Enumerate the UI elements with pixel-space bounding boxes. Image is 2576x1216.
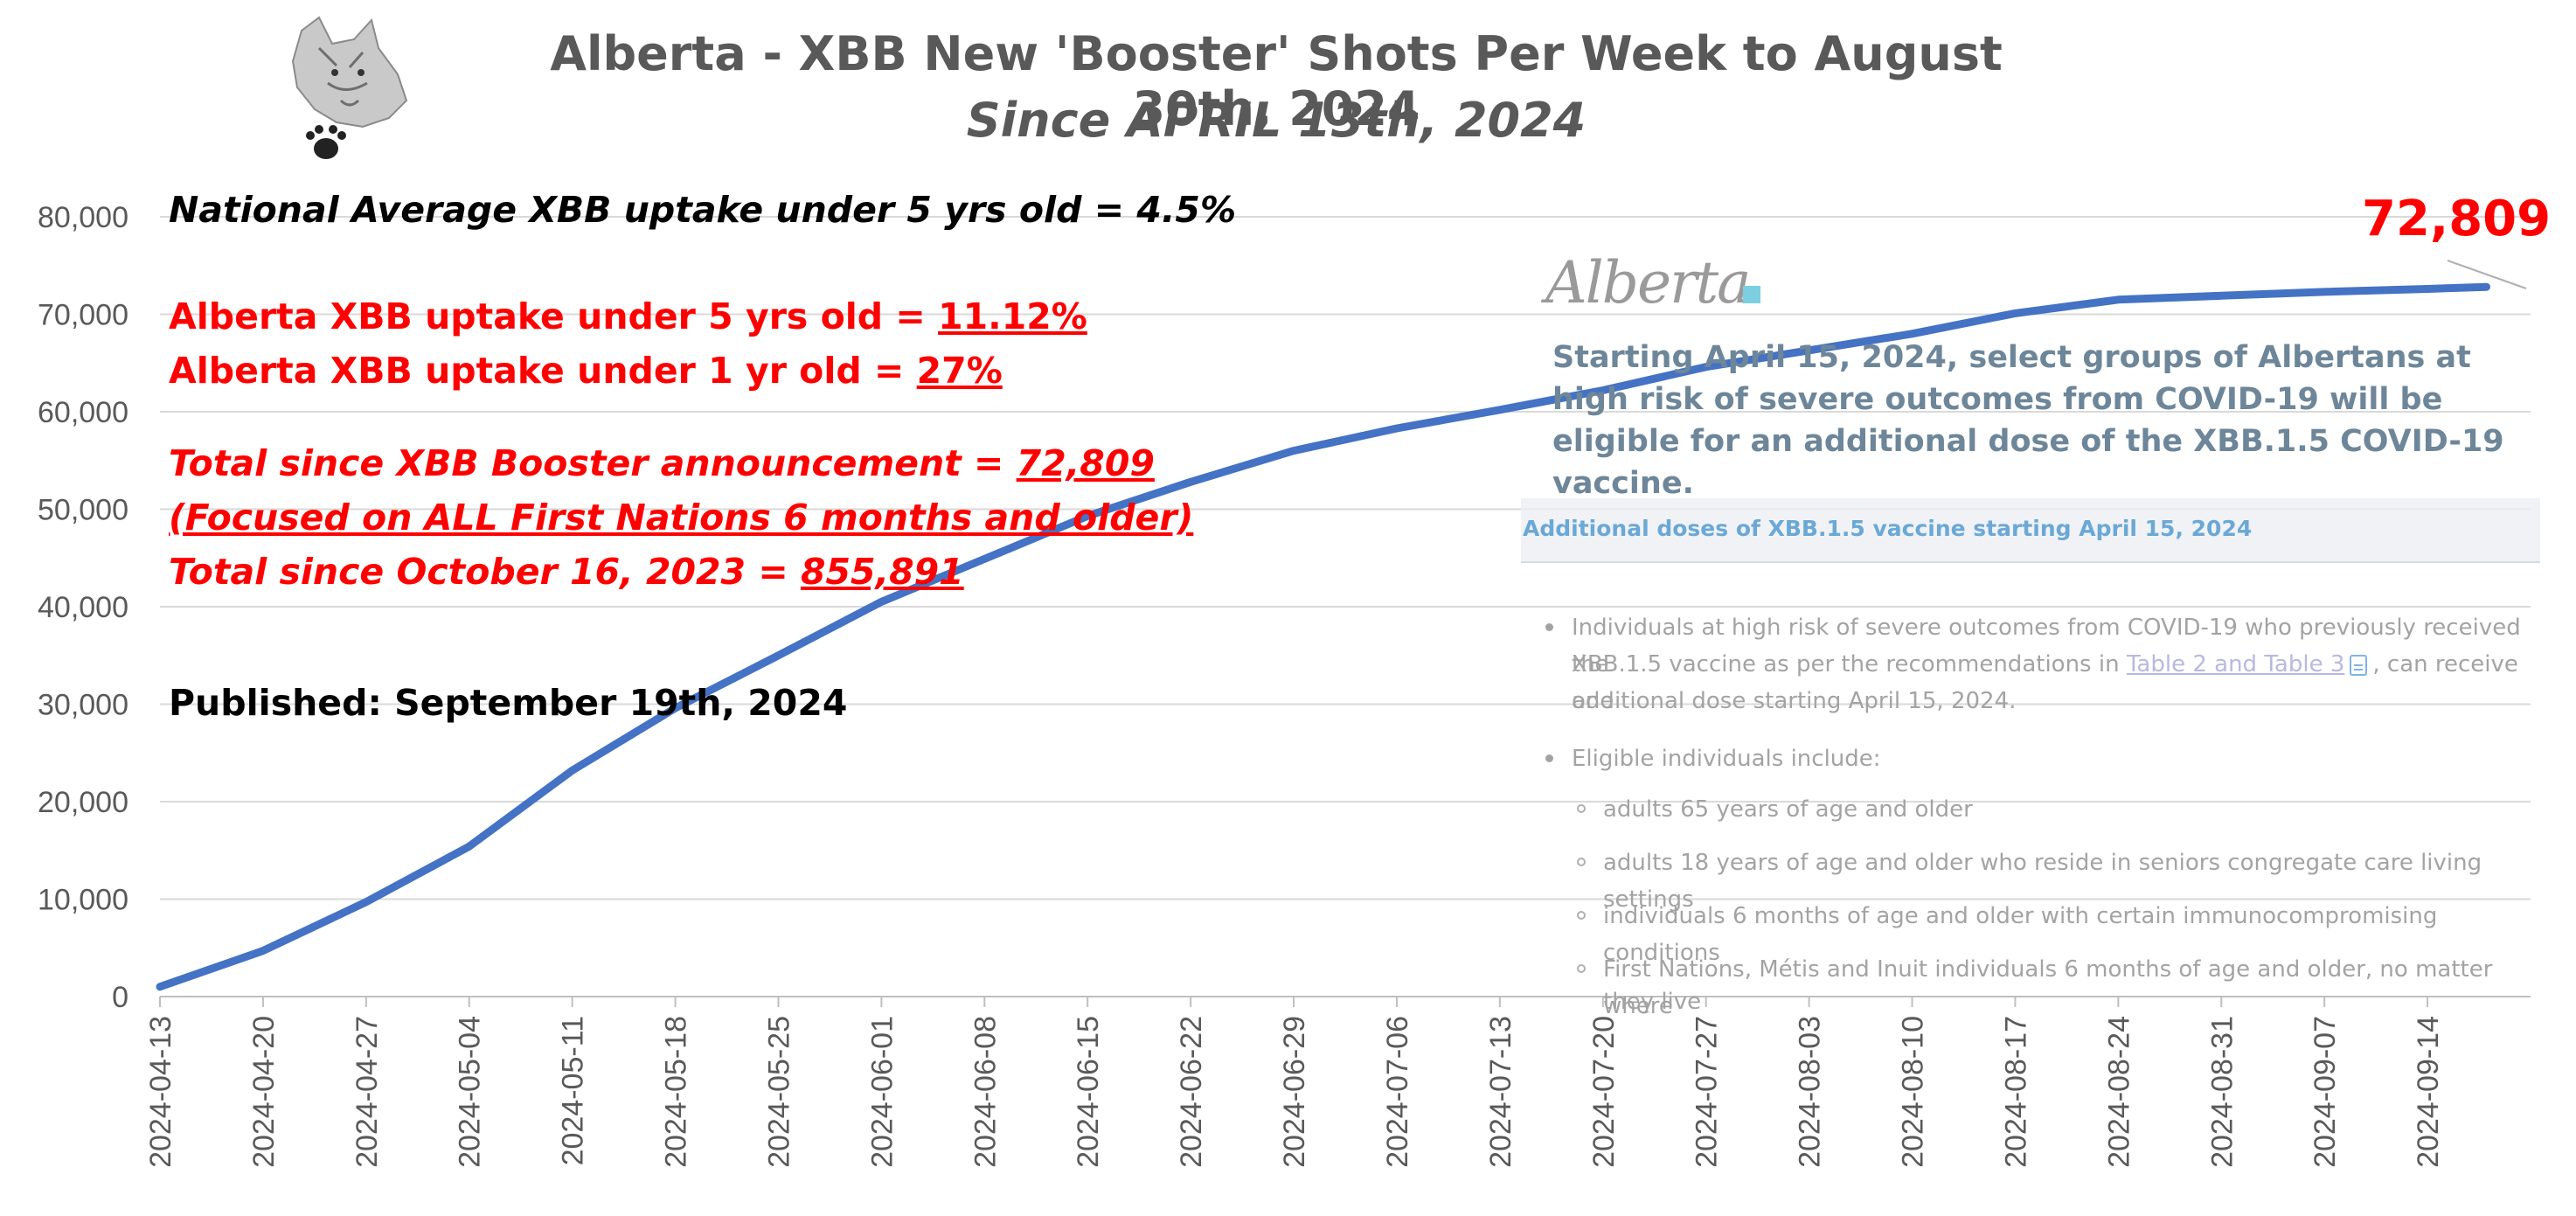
notice-text: Starting April 15, 2024, select groups o… — [1552, 340, 2504, 501]
bullet-1-text-b: XBB.1.5 vaccine as per the recommendatio… — [1572, 651, 2127, 677]
total-booster-label: Total since XBB Booster announcement = — [169, 442, 1017, 484]
bullet-1-line-d: additional dose starting April 15, 2024. — [1572, 688, 2017, 714]
sub-bullet-circle — [1577, 804, 1586, 813]
published-note: Published: September 19th, 2024 — [169, 682, 848, 724]
x-tick-label: 2024-08-17 — [1999, 1016, 2032, 1168]
sub-bullet-3: individuals 6 months of age and older wi… — [1603, 903, 2438, 966]
alberta-under1-note: Alberta XBB uptake under 1 yr old = 27% — [169, 350, 1003, 392]
y-tick-label: 20,000 — [38, 786, 128, 819]
x-tick-label: 2024-09-07 — [2309, 1016, 2342, 1168]
alberta-under1-label: Alberta XBB uptake under 1 yr old = — [169, 350, 917, 392]
table-link[interactable]: Table 2 and Table 3 — [2126, 651, 2345, 677]
y-tick-label: 80,000 — [38, 201, 128, 234]
sub-bullet-circle — [1577, 858, 1586, 866]
y-tick-label: 40,000 — [38, 591, 128, 624]
y-tick-label: 70,000 — [38, 299, 128, 332]
alberta-under1-value: 27% — [916, 350, 1003, 392]
x-tick-label: 2024-07-13 — [1484, 1016, 1517, 1168]
bullet-dot — [1545, 754, 1553, 762]
sub-bullet-circle — [1577, 911, 1586, 920]
bullet-1-line-b: XBB.1.5 vaccine as per the recommendatio… — [1572, 646, 2544, 719]
bullet-2: Eligible individuals include: — [1572, 746, 1881, 772]
sub-bullet-circle — [1577, 964, 1586, 973]
gridlines — [160, 216, 2531, 997]
y-tick-label: 50,000 — [38, 494, 128, 527]
y-tick-labels: 0 10,000 20,000 30,000 40,000 50,000 60,000 70,… — [38, 201, 128, 1014]
sub-bullet-4-line-b: they live — [1603, 989, 1702, 1015]
section-title: Additional doses of XBB.1.5 vaccine star… — [1523, 516, 2253, 541]
section-header: Additional doses of XBB.1.5 vaccine star… — [1521, 498, 2540, 563]
y-tick-label: 10,000 — [38, 884, 128, 917]
total-october-label: Total since October 16, 2023 = — [169, 551, 801, 593]
callout-leader — [2447, 260, 2527, 289]
x-tick-label: 2024-04-27 — [351, 1016, 384, 1168]
x-tick-label: 2024-05-25 — [762, 1016, 795, 1168]
x-tick-label: 2024-07-20 — [1587, 1016, 1621, 1168]
alberta-logo: Alberta — [1545, 249, 1751, 316]
bullet-1-line-a: Individuals at high risk of severe outco… — [1572, 615, 2521, 677]
x-tick-label: 2024-08-03 — [1794, 1016, 1827, 1168]
alberta-under5-note: Alberta XBB uptake under 5 yrs old = 11.… — [169, 295, 1087, 337]
y-tick-label: 60,000 — [38, 396, 128, 429]
total-october-value: 855,891 — [800, 551, 964, 593]
y-tick-label: 0 — [112, 981, 128, 1014]
total-booster-value: 72,809 — [1016, 442, 1155, 484]
x-tick-label: 2024-07-27 — [1691, 1016, 1724, 1168]
x-tick-label: 2024-08-24 — [2102, 1016, 2135, 1168]
sub-bullet-1: adults 65 years of age and older — [1603, 796, 1973, 823]
x-tick-label: 2024-04-13 — [144, 1016, 177, 1168]
x-tick-label: 2024-06-08 — [969, 1016, 1002, 1168]
wolf-logo-icon — [291, 16, 408, 159]
last-value-callout: 72,809 — [2362, 191, 2552, 247]
focused-note: (Focused on ALL First Nations 6 months a… — [169, 497, 1194, 539]
chart-title: Alberta - XBB New 'Booster' Shots Per We… — [550, 26, 2003, 136]
x-tick-label: 2024-08-10 — [1897, 1016, 1930, 1168]
x-tick-label: 2024-05-11 — [557, 1016, 590, 1165]
x-tick-label: 2024-06-01 — [865, 1016, 899, 1168]
x-tick-label: 2024-06-15 — [1072, 1016, 1105, 1168]
document-icon — [2350, 654, 2368, 676]
x-tick-label: 2024-06-29 — [1278, 1016, 1311, 1168]
x-tick-label: 2024-07-06 — [1381, 1016, 1414, 1168]
x-tick-label: 2024-09-14 — [2412, 1016, 2445, 1168]
x-tick-label: 2024-05-18 — [660, 1016, 693, 1168]
sub-bullet-4-line-a: First Nations, Métis and Inuit individua… — [1603, 956, 2493, 1019]
alberta-under5-value: 11.12% — [938, 295, 1087, 337]
y-tick-label: 30,000 — [38, 689, 128, 722]
total-october-note: Total since October 16, 2023 = 855,891 — [169, 551, 964, 593]
x-tick-label: 2024-08-31 — [2205, 1016, 2239, 1168]
x-tick-labels: 2024-04-13 2024-04-20 2024-04-27 2024-05-04… — [144, 997, 2445, 1168]
x-tick-label: 2024-06-22 — [1175, 1016, 1208, 1168]
bullet-dot — [1545, 623, 1553, 631]
national-average-note: National Average XBB uptake under 5 yrs … — [169, 189, 1237, 231]
alberta-under5-label: Alberta XBB uptake under 5 yrs old = — [169, 295, 939, 337]
series-line — [156, 282, 2490, 991]
x-tick-label: 2024-04-20 — [247, 1016, 281, 1168]
chart-subtitle: Since APRIL 13th, 2024 — [966, 93, 1587, 148]
alberta-logo-square — [1743, 286, 1760, 303]
sub-bullet-2: adults 18 years of age and older who res… — [1603, 850, 2482, 913]
x-tick-label: 2024-05-04 — [454, 1016, 487, 1168]
total-booster-note: Total since XBB Booster announcement = 7… — [169, 442, 1155, 484]
bullet-1-text-c: , can receive one — [1572, 651, 2518, 714]
alberta-notice-panel: Alberta Starting April 15, 2024, select … — [1521, 249, 2544, 1019]
